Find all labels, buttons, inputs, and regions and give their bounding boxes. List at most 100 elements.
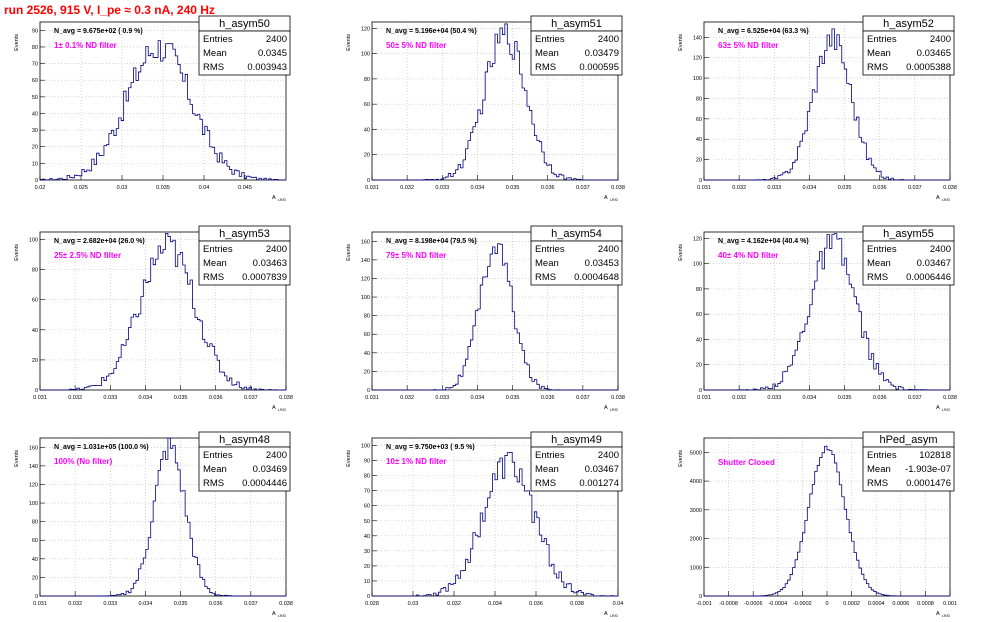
y-tick-label: 5000 (690, 450, 702, 456)
x-tick-label: 0.031 (365, 185, 379, 191)
y-tick-label: 60 (364, 102, 370, 108)
y-tick-label: 0 (699, 388, 702, 394)
stats-label: RMS (203, 62, 224, 73)
stats-label: RMS (535, 478, 556, 489)
stats-label: Mean (203, 48, 227, 59)
y-tick-label: 60 (364, 504, 370, 510)
stats-value: 2400 (266, 244, 287, 255)
stats-value: 2400 (598, 450, 619, 461)
y-tick-label: 100 (29, 501, 38, 507)
x-tick-label: 0.032 (732, 395, 746, 401)
x-axis-title: A (604, 611, 608, 617)
plot-frame (39, 437, 287, 597)
histogram-panel-h_asym49: 0.028 0.03 0.032 0.034 0.036 0.038 0.04 0 10 20 30… (346, 431, 624, 618)
stats-box (198, 30, 291, 76)
navg-annotation: N_avg = 9.675e+02 ( 0.9 %) (54, 28, 143, 35)
x-tick-label: 0.037 (908, 185, 922, 191)
y-tick-label: 4000 (690, 479, 702, 485)
navg-annotation: N_avg = 9.750e+03 ( 9.5 %) (386, 444, 475, 451)
y-tick-label: 60 (364, 332, 370, 338)
x-tick-label: 0.037 (576, 185, 590, 191)
y-axis-title: Events (678, 244, 684, 261)
y-tick-label: 40 (32, 111, 38, 117)
y-tick-label: 100 (693, 76, 702, 82)
x-tick-label: 0.034 (471, 185, 485, 191)
y-tick-label: 20 (696, 363, 702, 369)
x-tick-label: 0.036 (209, 601, 223, 607)
x-tick-label: -0.0006 (744, 601, 763, 607)
y-tick-label: 80 (364, 314, 370, 320)
stats-value: 0.0006446 (906, 272, 951, 283)
histogram-panel-h_asym52: 0.031 0.032 0.033 0.034 0.035 0.036 0.037 0.038… (678, 15, 957, 202)
y-tick-label: 0 (35, 388, 38, 394)
y-tick-label: 70 (32, 62, 38, 68)
stats-value: 0.001274 (579, 478, 619, 489)
histogram-panel-h_asym54: 0.031 0.032 0.033 0.034 0.035 0.036 0.037 0.038… (346, 225, 625, 412)
y-tick-label: 140 (361, 258, 370, 264)
stats-label: RMS (867, 478, 888, 489)
stats-label: RMS (203, 478, 224, 489)
stats-label: Entries (867, 34, 897, 45)
x-tick-label: 0.045 (238, 185, 252, 191)
y-tick-label: 80 (32, 45, 38, 51)
x-tick-label: 0.035 (174, 395, 188, 401)
x-tick-label: 0.038 (611, 395, 625, 401)
x-tick-label: 0.036 (529, 601, 543, 607)
x-axis-title: A (936, 405, 940, 411)
x-axis-subscript: LR/D (278, 198, 286, 202)
histogram-panel-h_asym55: 0.031 0.032 0.033 0.034 0.035 0.036 0.037 0.038… (678, 225, 957, 412)
y-tick-label: 20 (364, 153, 370, 159)
x-tick-label: 0.028 (365, 601, 379, 607)
navg-annotation: N_avg = 8.198e+04 (79.5 %) (386, 238, 477, 245)
x-tick-label: 0.04 (613, 601, 624, 607)
histogram-panel-h_asym51: 0.031 0.032 0.033 0.034 0.035 0.036 0.037 0.038… (346, 15, 625, 202)
histogram-panel-h_asym48: 0.031 0.032 0.033 0.034 0.035 0.036 0.037 0.038… (14, 431, 293, 618)
stats-value: 0.03467 (585, 464, 619, 475)
stats-label: RMS (867, 62, 888, 73)
x-tick-label: 0.032 (400, 395, 414, 401)
y-tick-label: 140 (693, 35, 702, 41)
histogram-name: h_asym49 (551, 434, 602, 446)
x-tick-label: 0.0004 (868, 601, 885, 607)
x-axis-subscript: LR/D (610, 614, 618, 618)
x-axis-subscript: LR/D (278, 408, 286, 412)
y-tick-label: 40 (364, 534, 370, 540)
x-tick-label: 0.033 (767, 185, 781, 191)
x-tick-label: 0.034 (139, 601, 153, 607)
y-tick-label: 80 (32, 268, 38, 274)
stats-label: Mean (535, 464, 559, 475)
x-tick-label: 0.031 (697, 185, 711, 191)
x-tick-label: 0.033 (103, 601, 117, 607)
plot-frame (39, 231, 287, 391)
y-tick-label: 20 (696, 158, 702, 164)
y-tick-label: 140 (29, 464, 38, 470)
stats-label: Entries (203, 450, 233, 461)
y-tick-label: 20 (364, 369, 370, 375)
stats-value: 0.03469 (253, 464, 287, 475)
y-tick-label: 90 (32, 28, 38, 34)
x-tick-label: -0.001 (696, 601, 712, 607)
histogram-bars (372, 451, 619, 597)
x-axis-subscript: LR/D (610, 198, 618, 202)
y-tick-label: 100 (693, 262, 702, 268)
filter-label: 25± 2.5% ND filter (54, 251, 121, 260)
stats-value: 0.03465 (917, 48, 951, 59)
histogram-name: h_asym54 (551, 228, 602, 240)
x-axis-title: A (272, 405, 276, 411)
x-axis-title: A (604, 195, 608, 201)
y-tick-label: 20 (364, 564, 370, 570)
x-axis-subscript: LR/D (942, 408, 950, 412)
filter-label: 100% (No filter) (54, 457, 113, 466)
stats-box (862, 240, 955, 286)
y-axis-title: Events (14, 34, 20, 51)
x-tick-label: 0.033 (435, 185, 449, 191)
x-tick-label: 0.032 (68, 601, 82, 607)
stats-value: 0.03479 (585, 48, 619, 59)
filter-label: 40± 4% ND filter (718, 251, 778, 260)
y-tick-label: 60 (32, 538, 38, 544)
histogram-bars (704, 28, 950, 181)
x-tick-label: 0.037 (908, 395, 922, 401)
filter-label: 50± 5% ND filter (386, 41, 446, 50)
stats-label: Mean (203, 258, 227, 269)
histogram-name: hPed_asym (879, 434, 937, 446)
